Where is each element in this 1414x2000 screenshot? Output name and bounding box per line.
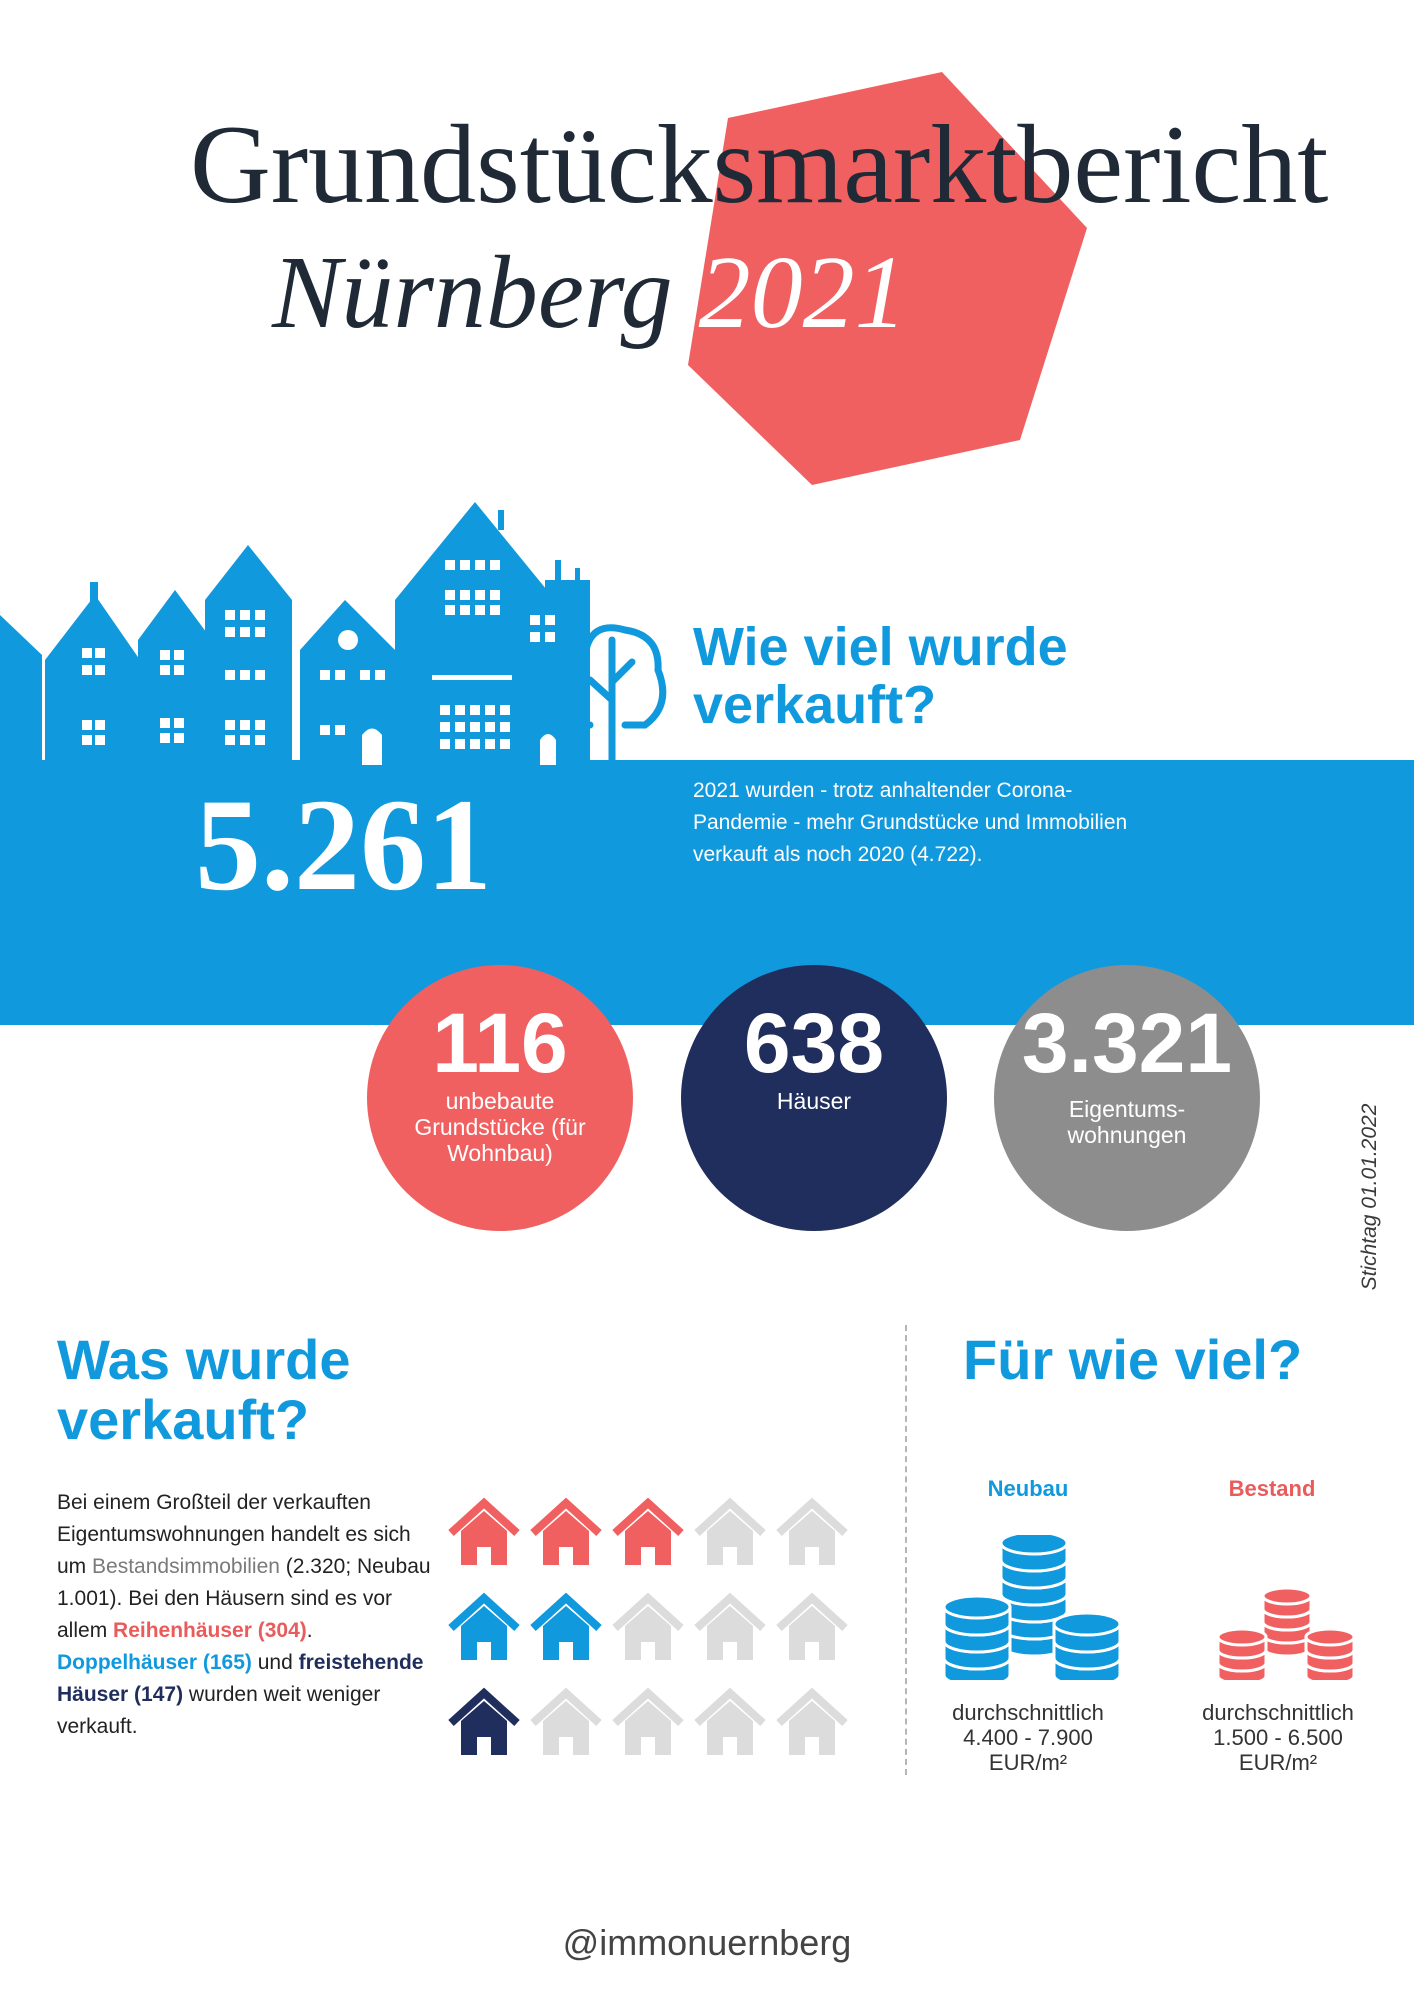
total-sales-number: 5.261 <box>195 771 492 918</box>
text-reihenhaeuser: Reihenhäuser (304) <box>113 1619 307 1642</box>
house-icon <box>612 1687 684 1755</box>
text-span-bestand: Bestandsimmobilien <box>92 1555 280 1578</box>
stat-label: unbebaute Grundstücke (für Wohnbau) <box>414 1088 586 1166</box>
house-icon <box>694 1497 766 1565</box>
section-divider <box>905 1325 907 1775</box>
house-icon <box>448 1497 520 1565</box>
house-icon <box>612 1592 684 1660</box>
house-icon <box>530 1497 602 1565</box>
title-line-2: Nürnberg 2021 <box>272 238 907 348</box>
stat-label: Häuser <box>776 1088 852 1114</box>
house-icon <box>776 1687 848 1755</box>
text-span: (2.320; Neubau 1.001). Bei den Häusern s… <box>57 1555 431 1642</box>
house-icon <box>448 1592 520 1660</box>
label-neubau: Neubau <box>987 1476 1069 1501</box>
house-icon <box>776 1592 848 1660</box>
stat-number: 638 <box>743 996 885 1090</box>
price-line: durchschnittlich <box>1202 1700 1354 1725</box>
house-icon <box>694 1592 766 1660</box>
price-unit: EUR/m² <box>988 1750 1068 1775</box>
stat-label: Eigentums-wohnungen <box>1067 1096 1187 1148</box>
text-span: Bei einem Großteil der verkauften Eigent… <box>57 1491 411 1578</box>
stat-circle-land: 116 unbebaute Grundstücke (für Wohnbau) <box>367 965 633 1231</box>
text-freistehende: freistehende Häuser (147) <box>57 1651 424 1706</box>
title-year: 2021 <box>698 235 907 350</box>
coin-stack-icon <box>1216 1586 1356 1680</box>
stat-circle-houses: 638 Häuser <box>681 965 947 1231</box>
stat-circle-apartments: 3.321 Eigentums-wohnungen <box>994 965 1260 1231</box>
title-city: Nürnberg <box>272 235 673 350</box>
price-range: 4.400 - 7.900 <box>963 1725 1093 1750</box>
price-unit: EUR/m² <box>1238 1750 1318 1775</box>
city-skyline-illustration <box>0 502 700 770</box>
house-icon <box>776 1497 848 1565</box>
what-sold-paragraph: Bei einem Großteil der verkauften Eigent… <box>57 1487 437 1743</box>
text-span: wurden weit weniger verkauft. <box>57 1683 381 1738</box>
label-bestand: Bestand <box>1228 1476 1316 1501</box>
text-span: und <box>251 1651 299 1674</box>
price-line: durchschnittlich <box>952 1700 1104 1725</box>
price-range: 1.500 - 6.500 <box>1213 1725 1343 1750</box>
house-icon-grid <box>448 1497 848 1755</box>
text-span: . <box>306 1619 313 1642</box>
stat-number: 116 <box>432 996 568 1090</box>
reference-date: Stichtag 01.01.2022 <box>1358 1103 1381 1291</box>
house-icon <box>612 1497 684 1565</box>
house-icon <box>530 1687 602 1755</box>
house-icon <box>448 1687 520 1755</box>
section-heading-how-much-sold: Wie viel wurde verkauft? <box>693 617 1068 735</box>
section-heading-what-sold: Was wurde verkauft? <box>57 1328 351 1451</box>
price-neubau: durchschnittlich 4.400 - 7.900 EUR/m² <box>908 1700 1148 1775</box>
coral-hexagon-decoration <box>688 72 1087 485</box>
sales-description: 2021 wurden - trotz anhaltender Corona-P… <box>693 779 1128 866</box>
footer-handle: @immonuernberg <box>562 1922 852 1963</box>
stat-number: 3.321 <box>1021 996 1233 1090</box>
section-heading-for-how-much: Für wie viel? <box>963 1328 1303 1391</box>
price-bestand: durchschnittlich 1.500 - 6.500 EUR/m² <box>1158 1700 1398 1775</box>
house-icon <box>694 1687 766 1755</box>
coin-stack-icon <box>942 1535 1122 1680</box>
house-icon <box>530 1592 602 1660</box>
text-doppelhaeuser: Doppelhäuser (165) <box>57 1651 252 1674</box>
title-line-1: Grundstücksmarktbericht <box>190 103 1329 227</box>
